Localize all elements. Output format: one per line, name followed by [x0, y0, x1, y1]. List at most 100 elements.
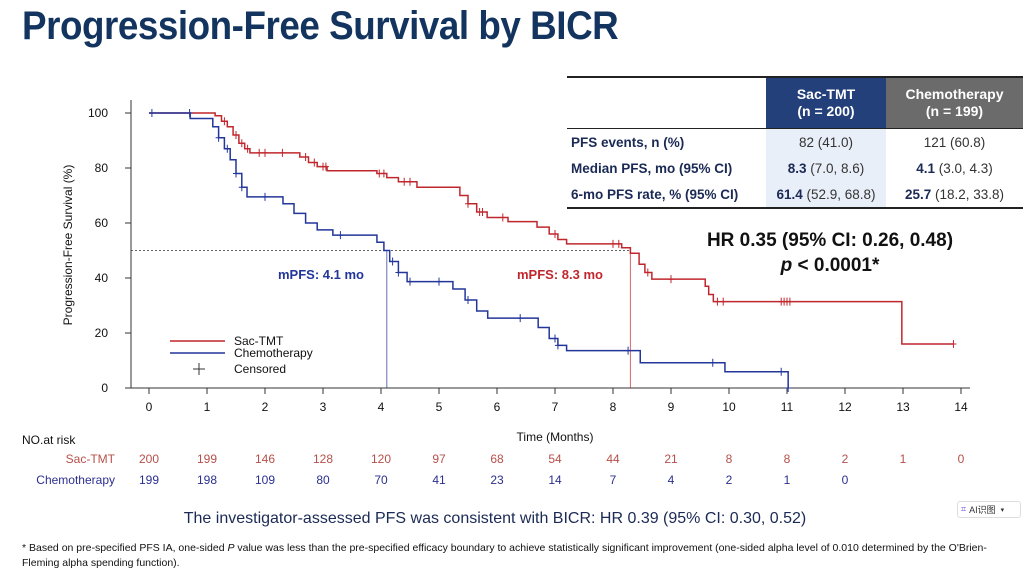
censor-mark: [221, 117, 228, 126]
median-label: mPFS: 8.3 mo: [517, 267, 603, 282]
censor-mark: [625, 346, 632, 355]
chemo-value: 25.7 (18.2, 33.8): [904, 186, 1005, 202]
sac-value: 8.3 (7.0, 8.6): [766, 155, 886, 181]
censor-mark: [465, 296, 471, 304]
at-risk-value: 23: [490, 473, 504, 487]
censor-mark: [279, 148, 286, 157]
at-risk-value: 198: [196, 473, 218, 487]
censor-mark: [714, 297, 721, 306]
x-tick-label: 10: [722, 400, 736, 414]
x-tick-label: 8: [610, 400, 617, 414]
x-tick-label: 11: [781, 400, 794, 414]
x-tick-label: 12: [838, 400, 852, 414]
at-risk-value: 2: [725, 473, 733, 487]
censor-mark: [407, 177, 413, 186]
legend-label: Sac-TMT: [234, 334, 284, 348]
at-risk-value: 4: [667, 473, 675, 487]
censor-mark: [244, 144, 251, 153]
y-axis-label: Progression-Free Survival (%): [61, 165, 75, 326]
median-label: mPFS: 4.1 mo: [278, 267, 364, 282]
censor-mark: [615, 239, 622, 248]
censor-mark: [552, 334, 558, 343]
censor-mark: [479, 208, 486, 216]
censor-mark: [262, 148, 268, 157]
censor-mark: [668, 275, 674, 284]
censor-mark: [238, 183, 245, 192]
censor-mark: [644, 268, 651, 277]
at-risk-value: 146: [254, 452, 276, 466]
chemo-value: 4.1 (3.0, 4.3): [916, 160, 993, 176]
at-risk-value: 21: [664, 452, 678, 466]
investigator-note: The investigator-assessed PFS was consis…: [183, 510, 807, 527]
censor-mark: [499, 213, 506, 222]
at-risk-label: Sac-TMT: [65, 452, 115, 466]
at-risk-label: Chemotherapy: [36, 473, 115, 487]
censor-mark: [407, 277, 413, 286]
at-risk-value: 80: [316, 473, 330, 487]
at-risk-value: 128: [312, 452, 334, 466]
page-title: Progression-Free Survival by BICR: [22, 4, 619, 48]
censor-mark: [380, 169, 387, 178]
x-tick-label: 1: [204, 400, 211, 414]
at-risk-value: 109: [254, 473, 276, 487]
hazard-ratio: HR 0.35 (95% CI: 0.26, 0.48) p < 0.0001*: [706, 230, 954, 276]
summary-table: Sac-TMT (n = 200) Chemotherapy (n = 199) P…: [567, 76, 1023, 209]
y-tick-label: 40: [95, 271, 109, 285]
censored-legend-icon: [193, 363, 205, 375]
at-risk-value: 7: [609, 473, 617, 487]
censor-mark: [785, 384, 792, 392]
censor-mark: [186, 109, 193, 117]
censor-mark: [610, 239, 616, 248]
at-risk-value: 8: [783, 452, 791, 466]
sac-value: 82 (41.0): [766, 128, 886, 155]
at-risk-title: NO.at risk: [22, 433, 76, 447]
x-tick-label: 7: [552, 400, 559, 414]
at-risk-value: 199: [138, 473, 160, 487]
y-tick-label: 20: [95, 326, 109, 340]
at-risk-value: 0: [957, 452, 965, 466]
censor-mark: [395, 268, 402, 277]
censor-mark: [950, 340, 957, 348]
chemo-value: 121 (60.8): [923, 134, 986, 150]
x-tick-label: 3: [320, 400, 327, 414]
footnote: * Based on pre-specified PFS IA, one-sid…: [22, 542, 987, 569]
scan-icon: ⌗: [961, 504, 967, 514]
at-risk-value: 1: [899, 452, 907, 466]
ai-image-button[interactable]: ⌗ AI识图 ▾: [957, 501, 1021, 518]
legend-label: Chemotherapy: [234, 346, 313, 360]
at-risk-value: 97: [432, 452, 446, 466]
table-row: PFS events, n (%) 82 (41.0) 121 (60.8): [567, 128, 1023, 155]
x-tick-label: 14: [954, 400, 968, 414]
y-tick-label: 80: [95, 161, 109, 175]
censor-mark: [401, 177, 408, 186]
chevron-down-icon: ▾: [1000, 506, 1005, 514]
censor-mark: [778, 367, 785, 376]
x-tick-label: 5: [436, 400, 443, 414]
censor-mark: [238, 139, 245, 148]
header-sac-tmt: Sac-TMT (n = 200): [766, 77, 886, 129]
censor-mark: [322, 162, 329, 171]
censor-mark: [720, 297, 727, 306]
row-label: PFS events, n (%): [571, 134, 685, 150]
at-risk-value: 120: [370, 452, 392, 466]
header-chemotherapy: Chemotherapy (n = 199): [886, 77, 1023, 129]
at-risk-value: 200: [138, 452, 160, 466]
table-row: Median PFS, mo (95% CI) 8.3 (7.0, 8.6) 4…: [567, 155, 1023, 181]
at-risk-value: 2: [841, 452, 849, 466]
x-tick-label: 0: [146, 400, 153, 414]
censor-mark: [389, 257, 396, 266]
censor-mark: [311, 158, 318, 167]
censor-mark: [786, 297, 793, 306]
at-risk-value: 68: [490, 452, 504, 466]
at-risk-value: 1: [783, 473, 791, 487]
y-tick-label: 0: [101, 381, 108, 395]
censor-mark: [224, 144, 231, 153]
censor-mark: [262, 192, 268, 201]
km-curve-sac-tmt: [149, 112, 954, 345]
legend-label: Censored: [234, 362, 286, 376]
x-axis-label: Time (Months): [517, 430, 594, 444]
censor-mark: [215, 133, 222, 142]
censor-mark: [552, 230, 558, 238]
sac-value: 61.4 (52.9, 68.8): [766, 181, 886, 208]
